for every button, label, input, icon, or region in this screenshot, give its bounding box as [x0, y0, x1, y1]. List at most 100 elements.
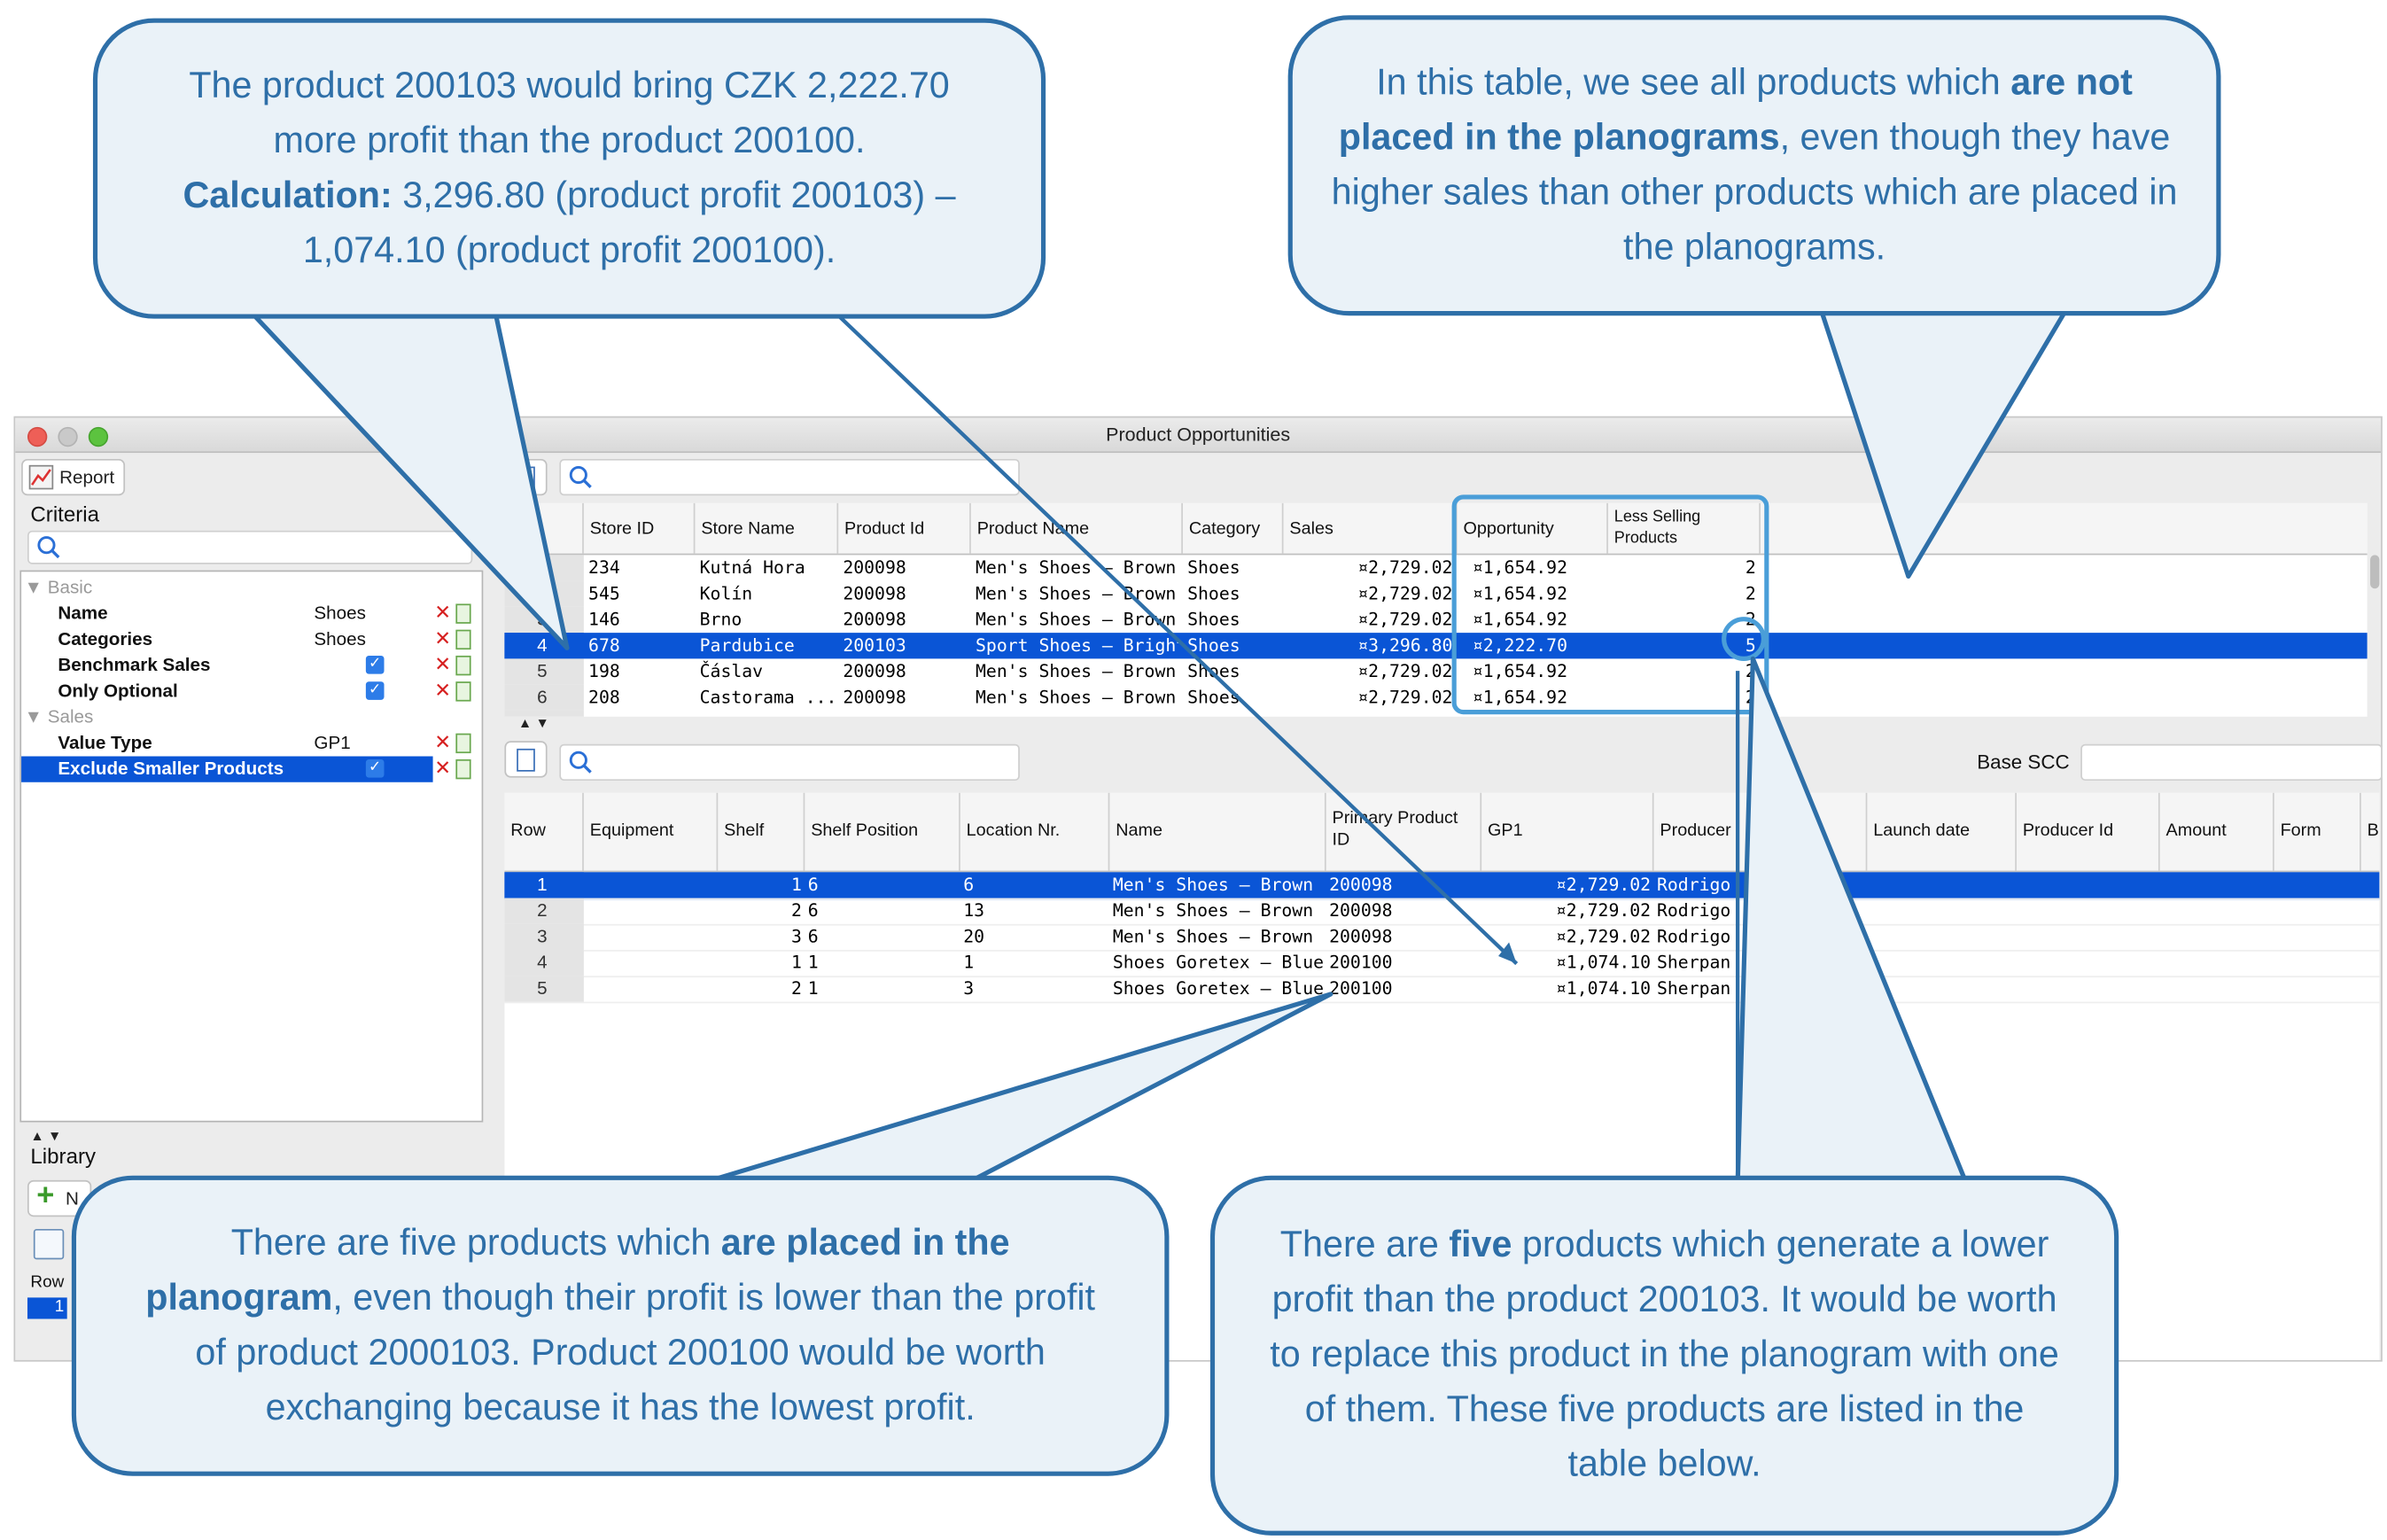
library-row-1[interactable]: 1 [27, 1297, 67, 1319]
callout-five-products-text: There are five products which generate a… [1261, 1218, 2069, 1493]
table-row[interactable]: 2 545 Kolín 200098 Men's Shoes – Brown Shoes ¤… [504, 580, 2367, 607]
library-check-icon[interactable] [33, 1228, 65, 1260]
callout-tail-3 [713, 992, 1333, 1181]
opportunities-table-header: Store ID Store Name Product Id Product N… [504, 502, 2368, 556]
cell-opportunity: ¤1,654.92 [1472, 582, 1568, 604]
report-button-label: Report [59, 466, 115, 488]
cell-shelf-pos: 6 [807, 925, 819, 947]
header-store-id[interactable]: Store ID [584, 502, 696, 554]
bottom-search-input[interactable] [559, 743, 1020, 782]
cell-shelf-pos: 1 [807, 977, 819, 999]
header-shelf[interactable]: Shelf [718, 792, 805, 871]
paste-button-bottom[interactable] [504, 741, 548, 778]
cell-loc: 20 [963, 925, 985, 947]
header-primary-product-id[interactable]: Primary Product ID [1326, 792, 1482, 871]
cell-store-id: 198 [588, 660, 620, 682]
header-form[interactable]: Form [2274, 792, 2361, 871]
header-row[interactable]: Row [504, 792, 584, 871]
table-row[interactable]: 4 1 1 1 Shoes Goretex – Blue 200100 ¤1,074.10 S… [504, 950, 2380, 978]
header-producer[interactable]: Producer [1654, 792, 1868, 871]
cell-less: 2 [1745, 556, 1756, 579]
remove-x-icon[interactable]: ✕ [434, 626, 452, 650]
header-product-name[interactable]: Product Name [971, 502, 1183, 554]
header-gp1[interactable]: GP1 [1481, 792, 1654, 871]
header-sales[interactable]: Sales [1283, 502, 1458, 554]
header-store-name[interactable]: Store Name [695, 502, 839, 554]
criteria-row-name[interactable]: Name Shoes ✕ [21, 601, 482, 626]
table-row[interactable]: 3 3 6 20 Men's Shoes – Brown 200098 ¤2,729.02 R… [504, 923, 2380, 952]
top-search-input[interactable] [559, 458, 1020, 496]
cell-product-name: Men's Shoes – Brown [975, 660, 1177, 682]
report-button[interactable]: Report [21, 458, 126, 496]
cell-shelf-pos: 6 [807, 874, 819, 896]
callout-not-placed-pre: In this table, we see all products which [1376, 61, 2011, 104]
edit-icon[interactable] [455, 655, 471, 676]
header-shelf-position[interactable]: Shelf Position [805, 792, 960, 871]
cell-loc: 1 [963, 951, 975, 973]
header-location-nr[interactable]: Location Nr. [960, 792, 1110, 871]
table-row[interactable]: 6 208 Castorama ... 200098 Men's Shoes – Bro… [504, 684, 2367, 711]
header-less-selling[interactable]: Less Selling Products [1608, 502, 1761, 554]
cell-opportunity: ¤1,654.92 [1472, 608, 1568, 630]
callout-calculation-bold: Calculation: [183, 175, 393, 216]
criteria-value: Shoes [314, 602, 366, 624]
cell-product-name: Men's Shoes – Brown [975, 686, 1177, 708]
header-amount[interactable]: Amount [2160, 792, 2274, 871]
criteria-row-exclude-smaller[interactable]: Exclude Smaller Products ✓ [21, 756, 433, 782]
edit-icon[interactable] [455, 629, 471, 650]
cell-less: 5 [1745, 634, 1756, 656]
cell-name: Men's Shoes – Brown [1112, 874, 1314, 896]
remove-x-icon[interactable]: ✕ [434, 600, 452, 624]
callout-tail-2 [1819, 308, 2068, 579]
header-category[interactable]: Category [1183, 502, 1284, 554]
callout-five-products: There are five products which generate a… [1209, 1175, 2119, 1536]
table-row[interactable]: 1 1 6 6 Men's Shoes – Brown 200098 ¤2,729.02 Ro… [504, 872, 2380, 900]
group-basic-label: Basic [47, 576, 93, 598]
remove-x-icon[interactable]: ✕ [434, 756, 452, 780]
header-name[interactable]: Name [1109, 792, 1326, 871]
search-icon [569, 751, 592, 774]
close-window-button[interactable] [27, 426, 48, 447]
edit-icon[interactable] [455, 603, 471, 624]
header-product-id[interactable]: Product Id [838, 502, 971, 554]
header-launch-date[interactable]: Launch date [1867, 792, 2017, 871]
header-opportunity[interactable]: Opportunity [1458, 502, 1608, 554]
criteria-row-only-optional[interactable]: Only Optional ✓ ✕ [21, 679, 482, 704]
base-scc-input[interactable] [2080, 743, 2382, 782]
table-row[interactable]: 5 198 Čáslav 200098 Men's Shoes – Brown Shoes… [504, 658, 2367, 685]
group-basic[interactable]: ▼ Basic [24, 576, 93, 598]
checkbox-icon[interactable]: ✓ [365, 655, 385, 674]
splitter-arrows[interactable]: ▲ ▼ [30, 1128, 62, 1144]
new-library-button[interactable]: + N [27, 1178, 92, 1217]
cell-product-id: 200098 [843, 686, 906, 708]
header-producer-id[interactable]: Producer Id [2017, 792, 2160, 871]
cell-store-name: Brno [699, 608, 743, 630]
edit-icon[interactable] [455, 681, 471, 702]
edit-icon[interactable] [455, 733, 471, 754]
remove-x-icon[interactable]: ✕ [434, 730, 452, 754]
checkbox-icon[interactable]: ✓ [365, 758, 385, 778]
criteria-row-benchmark-sales[interactable]: Benchmark Sales ✓ ✕ [21, 653, 482, 679]
cell-producer: Rodrigo [1656, 874, 1731, 896]
edit-icon[interactable] [455, 758, 471, 780]
checkbox-icon[interactable]: ✓ [365, 681, 385, 700]
row-number: 5 [504, 976, 584, 1002]
table-row[interactable]: 5 2 1 3 Shoes Goretex – Blue 200100 ¤1,074.10 S… [504, 976, 2380, 1004]
remove-x-icon[interactable]: ✕ [434, 678, 452, 702]
cell-loc: 6 [963, 874, 975, 896]
table-row[interactable]: 4 678 Pardubice 200103 Sport Shoes – Bright S… [504, 633, 2368, 659]
criteria-row-categories[interactable]: Categories Shoes ✕ [21, 626, 482, 652]
minimize-window-button[interactable] [58, 426, 78, 447]
cell-product-id: 200098 [843, 660, 906, 682]
group-sales[interactable]: ▼ Sales [24, 705, 94, 727]
callout-five-products-pre: There are [1279, 1224, 1450, 1266]
splitter-arrows-top[interactable]: ▲ ▼ [517, 715, 549, 731]
maximize-window-button[interactable] [88, 426, 109, 447]
header-row-num[interactable] [504, 502, 584, 554]
top-table-scrollbar[interactable] [2370, 555, 2380, 589]
criteria-row-value-type[interactable]: Value Type GP1 ✕ [21, 730, 482, 756]
header-brand[interactable]: Br [2367, 821, 2380, 841]
remove-x-icon[interactable]: ✕ [434, 652, 452, 676]
header-equipment[interactable]: Equipment [584, 792, 719, 871]
table-row[interactable]: 2 2 6 13 Men's Shoes – Brown 200098 ¤2,729.02 R… [504, 898, 2380, 926]
